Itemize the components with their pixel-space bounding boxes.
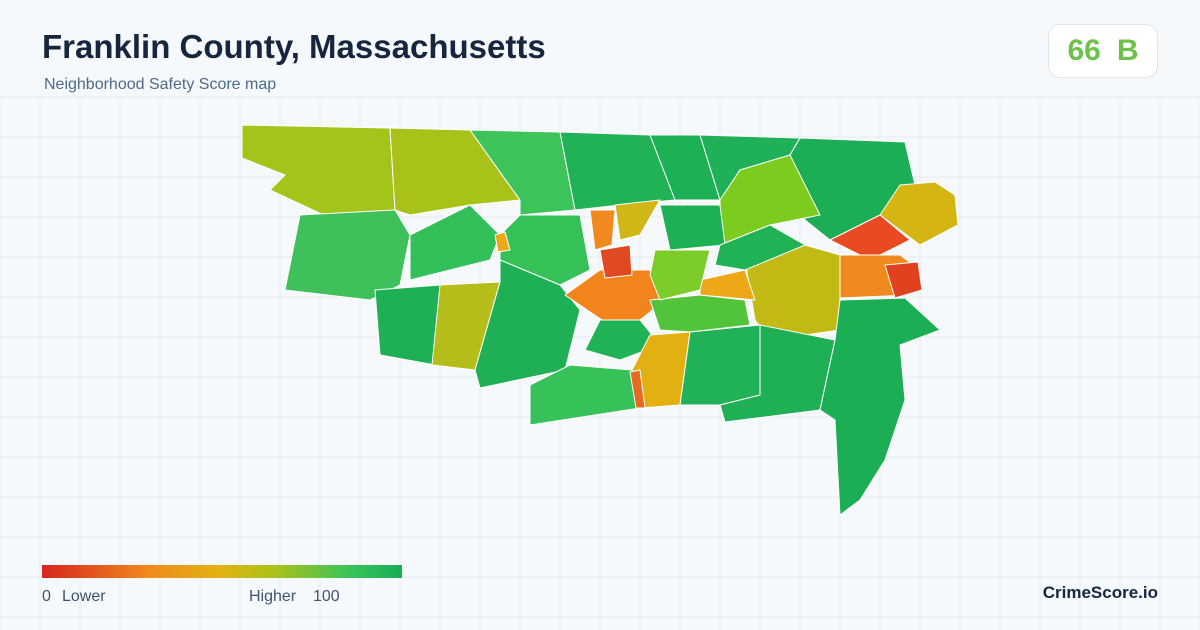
region (649, 294, 751, 333)
region (374, 284, 441, 366)
legend-max-label: Higher (249, 588, 297, 605)
region (474, 259, 581, 389)
region (679, 324, 761, 406)
region (699, 269, 756, 301)
score-value: 66 (1067, 34, 1101, 67)
title: Franklin County, Massachusetts (42, 28, 546, 65)
region (884, 261, 923, 299)
county-map (241, 124, 959, 516)
region (819, 297, 941, 516)
region (879, 181, 959, 246)
score-badge: 66 B (1048, 24, 1158, 78)
region (829, 214, 911, 261)
region (599, 244, 633, 279)
region (469, 129, 576, 216)
region (564, 269, 666, 323)
region (649, 249, 711, 301)
region (631, 331, 691, 409)
region (589, 209, 616, 251)
region (659, 204, 726, 251)
region (629, 369, 646, 409)
region (284, 209, 411, 301)
subtitle: Neighborhood Safety Score map (44, 76, 277, 93)
brand: CrimeScore.io (1042, 583, 1158, 602)
region (584, 319, 661, 361)
region (241, 124, 396, 219)
region (714, 224, 806, 271)
region (409, 204, 501, 281)
score-grade: B (1116, 34, 1139, 67)
region (614, 199, 661, 241)
legend-min-label: Lower (62, 588, 106, 605)
legend-min: 0 (42, 588, 51, 605)
legend-gradient (42, 565, 402, 578)
legend-max: 100 (313, 588, 340, 605)
region (494, 231, 511, 253)
